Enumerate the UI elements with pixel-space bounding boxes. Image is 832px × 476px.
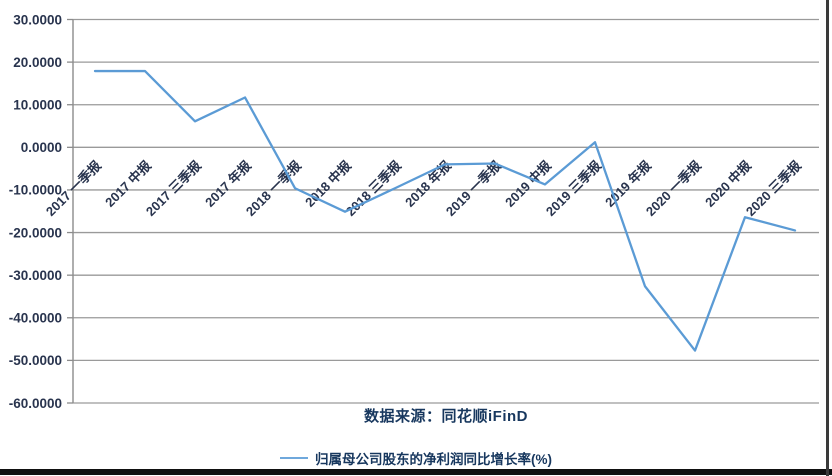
x-tick-label: 2017 年报: [202, 157, 255, 210]
x-tick-label: 2020 三季报: [743, 157, 805, 219]
y-axis-ticks: [67, 18, 73, 404]
y-tick-label: -50.0000: [9, 353, 62, 368]
y-tick-label: -60.0000: [9, 396, 62, 408]
x-tick-label: 2020 中报: [702, 157, 755, 210]
chart-area: 30.0000 20.0000 10.0000 0.0000 -10.0000 -20.0…: [9, 12, 819, 411]
x-tick-label: 2017 中报: [102, 157, 155, 210]
gridlines: [73, 18, 819, 404]
window-bottom-border: [0, 469, 832, 475]
legend-line-swatch-icon: [280, 457, 308, 459]
line-chart: 30.0000 20.0000 10.0000 0.0000 -10.0000 -20.0…: [9, 12, 819, 411]
y-tick-label: -10.0000: [9, 183, 62, 198]
y-tick-label: -30.0000: [9, 268, 62, 283]
x-tick-label: 2017 三季报: [143, 157, 205, 219]
y-tick-label: 10.0000: [13, 98, 62, 113]
series-line: [93, 69, 797, 352]
y-tick-label: -20.0000: [9, 225, 62, 240]
x-tick-label: 2019 三季报: [543, 157, 605, 219]
y-tick-label: 20.0000: [13, 55, 62, 70]
window-right-border: [826, 0, 829, 476]
x-tick-label: 2020 一季报: [643, 157, 705, 219]
y-axis-labels: 30.0000 20.0000 10.0000 0.0000 -10.0000 -20.0…: [9, 12, 62, 410]
y-tick-label: 0.0000: [21, 140, 62, 155]
x-tick-label: 2018 中报: [302, 157, 355, 210]
data-source-note: 数据来源：同花顺iFinD: [364, 408, 528, 425]
y-tick-label: -40.0000: [9, 311, 62, 326]
x-tick-label: 2019 一季报: [443, 157, 505, 219]
legend-series-label: 归属母公司股东的净利润同比增长率(%): [315, 452, 552, 467]
chart-legend: 归属母公司股东的净利润同比增长率(%): [0, 448, 832, 468]
y-tick-label: 30.0000: [13, 12, 62, 27]
